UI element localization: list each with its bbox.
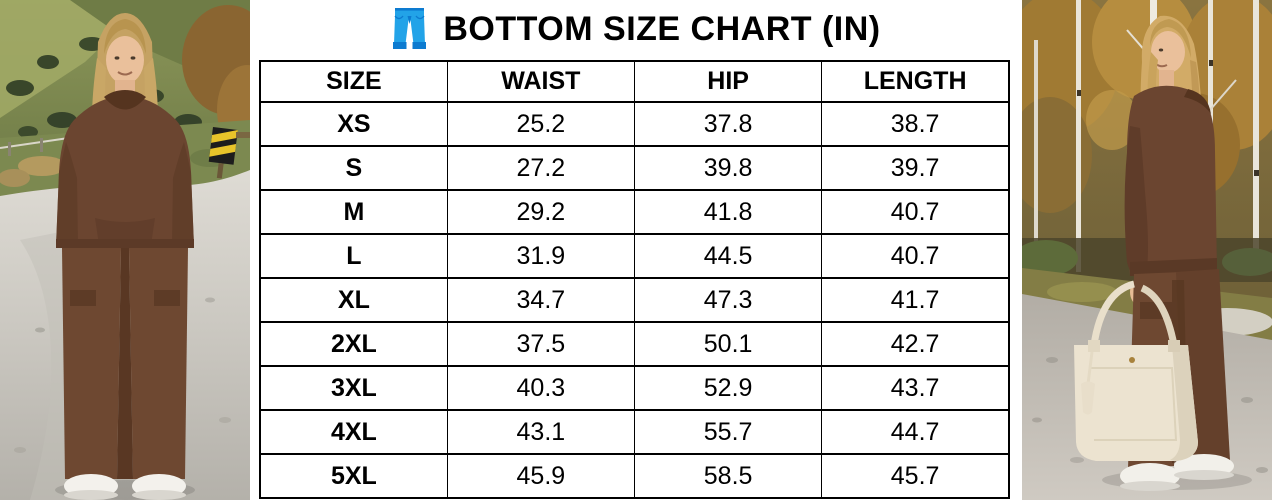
waist-cell: 27.2 xyxy=(446,145,636,191)
length-cell: 38.7 xyxy=(821,101,1010,147)
table-row: L 31.9 44.5 40.7 xyxy=(259,233,1010,279)
table-row: M 29.2 41.8 40.7 xyxy=(259,189,1010,235)
hip-cell: 44.5 xyxy=(633,233,823,279)
size-cell: XL xyxy=(259,277,448,323)
left-model xyxy=(55,13,195,500)
length-cell: 40.7 xyxy=(821,233,1010,279)
header-row: SIZE WAIST HIP LENGTH xyxy=(259,60,1010,103)
tote-bag xyxy=(1074,280,1198,461)
waist-cell: 34.7 xyxy=(446,277,636,323)
waist-cell: 25.2 xyxy=(446,101,636,147)
size-chart-table: SIZE WAIST HIP LENGTH XS 25.2 37.8 38.7 … xyxy=(259,60,1010,499)
size-cell: 5XL xyxy=(259,453,448,499)
hip-cell: 52.9 xyxy=(633,365,823,411)
waist-cell: 31.9 xyxy=(446,233,636,279)
right-photo-scene xyxy=(1022,0,1272,500)
size-cell: L xyxy=(259,233,448,279)
chart-title-row: BOTTOM SIZE CHART (IN) xyxy=(250,0,1022,58)
waist-cell: 45.9 xyxy=(446,453,636,499)
table-row: 5XL 45.9 58.5 45.7 xyxy=(259,453,1010,499)
length-cell: 43.7 xyxy=(821,365,1010,411)
hip-cell: 47.3 xyxy=(633,277,823,323)
road-barrier xyxy=(208,127,238,179)
right-model xyxy=(1074,15,1252,491)
table-row: 2XL 37.5 50.1 42.7 xyxy=(259,321,1010,367)
length-cell: 41.7 xyxy=(821,277,1010,323)
left-model-photo xyxy=(0,0,250,500)
waist-cell: 29.2 xyxy=(446,189,636,235)
page-title: BOTTOM SIZE CHART (IN) xyxy=(443,9,881,48)
waist-cell: 37.5 xyxy=(446,321,636,367)
left-photo-scene xyxy=(0,0,250,500)
length-cell: 44.7 xyxy=(821,409,1010,455)
hip-cell: 50.1 xyxy=(633,321,823,367)
column-header-length: LENGTH xyxy=(821,60,1010,103)
size-cell: M xyxy=(259,189,448,235)
jeans-icon xyxy=(393,8,427,49)
length-cell: 42.7 xyxy=(821,321,1010,367)
waist-cell: 40.3 xyxy=(446,365,636,411)
table-row: XL 34.7 47.3 41.7 xyxy=(259,277,1010,323)
length-cell: 39.7 xyxy=(821,145,1010,191)
size-cell: 2XL xyxy=(259,321,448,367)
hip-cell: 37.8 xyxy=(633,101,823,147)
table-row: S 27.2 39.8 39.7 xyxy=(259,145,1010,191)
size-cell: 4XL xyxy=(259,409,448,455)
column-header-size: SIZE xyxy=(259,60,448,103)
size-cell: XS xyxy=(259,101,448,147)
table-row: 4XL 43.1 55.7 44.7 xyxy=(259,409,1010,455)
length-cell: 40.7 xyxy=(821,189,1010,235)
hip-cell: 55.7 xyxy=(633,409,823,455)
fence-rail xyxy=(236,132,250,138)
table-row: 3XL 40.3 52.9 43.7 xyxy=(259,365,1010,411)
column-header-waist: WAIST xyxy=(446,60,636,103)
right-model-photo xyxy=(1022,0,1272,500)
size-chart-panel: BOTTOM SIZE CHART (IN) SIZE WAIST HIP LE… xyxy=(250,0,1022,500)
column-header-hip: HIP xyxy=(633,60,823,103)
size-cell: S xyxy=(259,145,448,191)
hip-cell: 58.5 xyxy=(633,453,823,499)
waist-cell: 43.1 xyxy=(446,409,636,455)
hip-cell: 39.8 xyxy=(633,145,823,191)
hip-cell: 41.8 xyxy=(633,189,823,235)
size-cell: 3XL xyxy=(259,365,448,411)
length-cell: 45.7 xyxy=(821,453,1010,499)
table-row: XS 25.2 37.8 38.7 xyxy=(259,101,1010,147)
